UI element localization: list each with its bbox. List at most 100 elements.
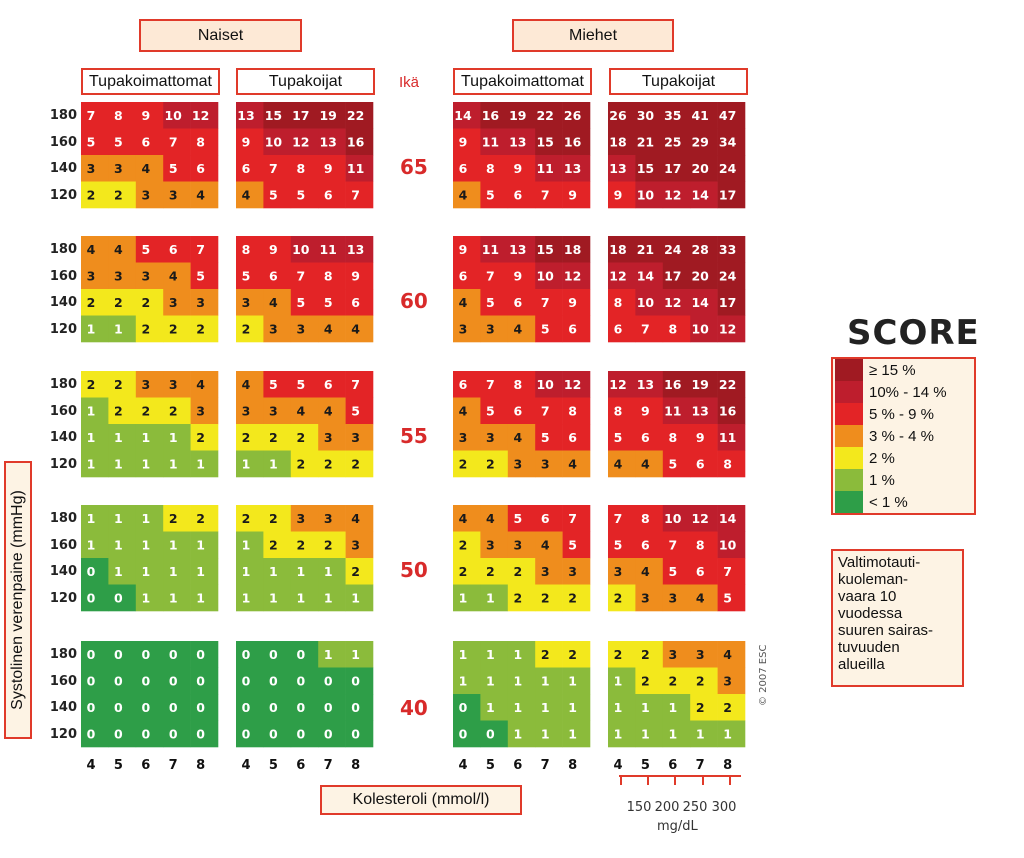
heatmap-cell [453,289,481,316]
heatmap-cell [717,397,746,425]
heatmap-cell-value: 6 [169,242,178,257]
heatmap-cell [480,424,509,451]
sbp-tick-label: 160 [49,134,77,150]
heatmap-cell [690,531,718,559]
heatmap-cell [163,371,191,398]
heatmap-cell [318,371,346,398]
heatmap-cell-value: 0 [351,727,360,742]
sbp-tick-label: 120 [49,321,77,337]
heatmap-cell [345,102,374,129]
heatmap-cell [163,102,191,129]
heatmap-cell-value: 0 [141,727,150,742]
mgdl-tick-label: 150 [626,800,652,815]
heatmap-cell-value: 4 [87,242,96,257]
heatmap-cell-value: 2 [541,591,550,606]
heatmap-cell-value: 1 [141,457,150,472]
heatmap-cell [635,531,664,559]
heatmap-cell [480,236,509,263]
heatmap-cell-value: 1 [614,674,623,689]
legend-entry: < 1 % [833,491,974,513]
heatmap-cell-value: 1 [486,591,495,606]
heatmap-cell-value: 1 [87,430,96,445]
heatmap-cell-value: 19 [319,108,336,123]
cholesterol-tick-label: 8 [723,758,733,773]
heatmap-cell-value: 5 [486,295,495,310]
heatmap-cell-value: 5 [351,404,360,419]
heatmap-cell-value: 5 [324,295,333,310]
heatmap-cell-value: 2 [169,511,178,526]
heatmap-cell-value: 1 [114,564,123,579]
heatmap-cell [236,397,264,425]
heatmap-cell-value: 16 [482,108,500,123]
column-header-women-smokers: Tupakoijat [236,68,375,95]
heatmap-cell-value: 3 [196,295,205,310]
heatmap-cell [190,558,219,585]
heatmap-cell [535,531,563,559]
heatmap-cell [190,155,219,182]
heatmap-cell-value: 7 [641,322,650,337]
heatmap-cell [662,641,691,668]
heatmap-cell [635,397,664,425]
heatmap-cell [690,667,718,695]
heatmap-cell-value: 0 [114,647,123,662]
heatmap-cell-value: 4 [459,188,468,203]
heatmap-cell-value: 6 [513,188,522,203]
heatmap-cell [608,450,636,478]
heatmap-cell [345,289,374,316]
heatmap-cell-value: 1 [696,727,705,742]
heatmap-cell-value: 12 [664,295,681,310]
legend-swatch [835,403,863,425]
heatmap-cell [236,667,264,695]
heatmap-cell-value: 24 [719,269,737,284]
sbp-tick-label: 180 [49,647,77,662]
heatmap-cell-value: 3 [324,430,333,445]
heatmap-cell-value: 9 [696,430,705,445]
heatmap-cell-value: 1 [242,564,251,579]
heatmap-cell [480,181,509,209]
heatmap-cell-value: 13 [564,161,581,176]
heatmap-cell [662,584,691,612]
legend-entry: 10% - 14 % [833,381,974,403]
heatmap-cell [507,128,536,156]
heatmap-cell [717,102,746,129]
heatmap-cell [318,102,346,129]
heatmap-cell-value: 19 [509,108,526,123]
sbp-tick-label: 180 [49,242,77,257]
heatmap-cell-value: 3 [169,377,178,392]
heatmap-cell-value: 10 [265,135,283,150]
heatmap-cell-value: 6 [459,377,468,392]
heatmap-cell [507,720,536,748]
heatmap-cell-value: 2 [141,295,150,310]
heatmap-cell-value: 0 [296,727,305,742]
heatmap-cell [263,720,292,748]
heatmap-cell [535,558,563,585]
heatmap-cell-value: 7 [196,242,205,257]
heatmap-cell [717,505,746,532]
heatmap-cell-value: 2 [459,564,468,579]
heatmap-cell-value: 16 [564,135,582,150]
x-axis-label-text: Kolesteroli (mmol/l) [352,791,490,808]
heatmap-cell [635,155,664,182]
heatmap-cell [562,102,591,129]
heatmap-cell [507,584,536,612]
heatmap-cell [635,641,664,668]
heatmap-cell [236,694,264,721]
heatmap-cell [690,371,718,398]
heatmap-cell [236,720,264,748]
heatmap-cell [690,155,718,182]
heatmap-cell-value: 1 [141,538,150,553]
mgdl-scale-bar [619,775,741,777]
heatmap-cell [236,505,264,532]
heatmap-cell [108,128,137,156]
heatmap-cell-value: 10 [536,377,554,392]
heatmap-cell [236,584,264,612]
heatmap-cell [535,155,563,182]
heatmap-cell-value: 2 [513,564,522,579]
heatmap-cell [135,641,164,668]
sbp-tick-label: 160 [49,673,77,689]
heatmap-cell-value: 8 [242,242,251,257]
heatmap-cell [190,397,219,425]
heatmap-cell-value: 1 [513,727,522,742]
heatmap-cell-value: 13 [637,377,654,392]
heatmap-cell-value: 1 [641,700,650,715]
